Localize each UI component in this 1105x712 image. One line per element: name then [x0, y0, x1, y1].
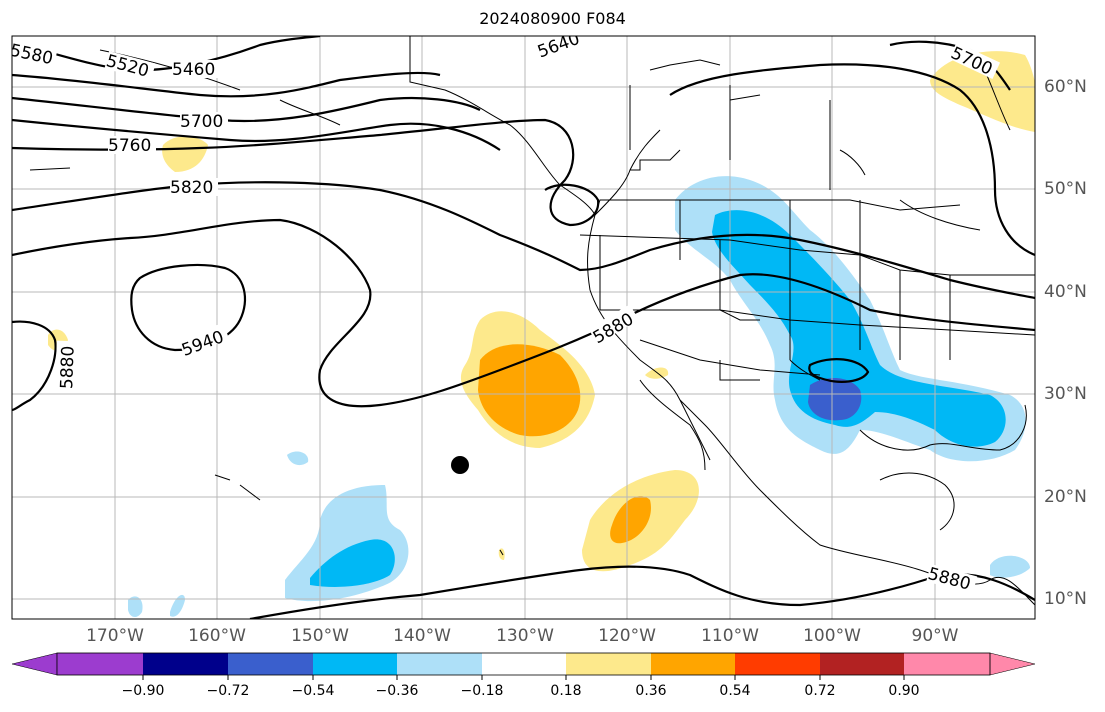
negative-anomaly-pacific-medium [310, 539, 395, 587]
map-title: 2024080900 F084 [479, 9, 626, 28]
colorbar-tick-label: 0.36 [635, 683, 667, 699]
contour-label: 5760 [108, 136, 151, 156]
anomaly-shading [48, 51, 1035, 618]
colorbar-tick-label: −0.72 [206, 683, 250, 699]
colorbar-tick-label: 0.54 [719, 683, 751, 699]
negative-anomaly-medium [712, 210, 1006, 447]
coastlines [29, 36, 1035, 606]
negative-anomaly-dark [808, 378, 862, 421]
lat-label: 60°N [1044, 77, 1087, 97]
colorbar-tick-label: −0.90 [121, 683, 165, 699]
lon-label: 90°W [911, 626, 959, 646]
contour-labels: 5580 5520 5460 5640 5700 5700 5760 5820 … [12, 36, 1001, 595]
gridlines [12, 36, 1035, 619]
lat-label: 40°N [1044, 282, 1087, 302]
contour-label: 5460 [172, 60, 215, 80]
colorbar-tick-label: 0.72 [804, 683, 836, 699]
storm-marker [451, 456, 469, 474]
lat-label: 30°N [1044, 384, 1087, 404]
map-frame [11, 35, 1036, 620]
contour-label: 5880 [57, 345, 78, 389]
contour-label: 5700 [180, 112, 223, 132]
colorbar-tick-label: 0.90 [888, 683, 920, 699]
lat-label: 50°N [1044, 179, 1087, 199]
positive-anomaly-south-orange [610, 496, 651, 544]
colorbar-tick-label: −0.54 [291, 683, 335, 699]
lon-label: 130°W [496, 626, 554, 646]
colorbar-tick-label: −0.18 [460, 683, 504, 699]
lon-label: 170°W [86, 626, 144, 646]
lon-label: 160°W [188, 626, 246, 646]
lon-label: 150°W [291, 626, 349, 646]
colorbar-tick-label: −0.36 [375, 683, 419, 699]
colorbar-tick-label: 0.18 [550, 683, 582, 699]
positive-anomaly-west-orange [478, 344, 581, 437]
lon-label: 140°W [393, 626, 451, 646]
lon-label: 110°W [701, 626, 759, 646]
lon-label: 120°W [598, 626, 656, 646]
lat-label: 20°N [1044, 487, 1087, 507]
positive-anomaly-northeast [930, 51, 1035, 132]
lon-label: 100°W [803, 626, 861, 646]
colorbar [11, 652, 1036, 680]
lat-label: 10°N [1044, 589, 1087, 609]
contour-label: 5820 [170, 178, 213, 198]
